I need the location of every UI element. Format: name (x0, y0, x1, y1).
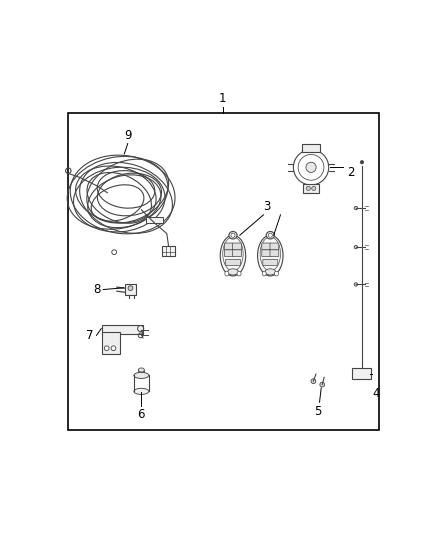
FancyBboxPatch shape (102, 332, 120, 354)
Ellipse shape (268, 233, 272, 237)
Text: 1: 1 (219, 92, 226, 105)
FancyBboxPatch shape (102, 325, 143, 334)
Circle shape (312, 187, 316, 190)
Text: 7: 7 (86, 329, 94, 342)
Circle shape (354, 206, 357, 210)
Ellipse shape (262, 271, 266, 276)
Text: 2: 2 (346, 166, 354, 179)
FancyBboxPatch shape (353, 368, 371, 379)
Ellipse shape (138, 368, 145, 372)
FancyBboxPatch shape (146, 217, 163, 223)
Ellipse shape (134, 389, 149, 394)
FancyBboxPatch shape (226, 260, 240, 265)
Circle shape (360, 160, 364, 164)
Circle shape (128, 286, 133, 290)
FancyBboxPatch shape (302, 144, 320, 152)
FancyBboxPatch shape (162, 246, 175, 256)
FancyBboxPatch shape (262, 243, 271, 250)
Ellipse shape (227, 269, 238, 275)
Ellipse shape (229, 231, 237, 239)
Ellipse shape (231, 233, 235, 237)
Circle shape (306, 162, 316, 172)
Text: 8: 8 (93, 283, 101, 296)
Ellipse shape (237, 271, 241, 276)
Circle shape (306, 187, 311, 190)
Ellipse shape (225, 271, 229, 276)
FancyBboxPatch shape (125, 284, 136, 295)
Text: 5: 5 (314, 405, 321, 418)
FancyBboxPatch shape (270, 250, 279, 256)
Circle shape (354, 282, 357, 286)
Circle shape (354, 245, 357, 249)
Text: 4: 4 (372, 386, 380, 400)
FancyBboxPatch shape (233, 243, 241, 250)
Circle shape (104, 346, 109, 351)
FancyBboxPatch shape (270, 243, 279, 250)
Circle shape (111, 346, 116, 351)
FancyBboxPatch shape (303, 184, 319, 193)
FancyBboxPatch shape (263, 260, 278, 265)
Ellipse shape (265, 269, 276, 275)
Text: 6: 6 (138, 408, 145, 422)
Ellipse shape (258, 235, 283, 276)
Ellipse shape (266, 231, 274, 239)
Text: 9: 9 (124, 129, 131, 142)
Text: 3: 3 (263, 200, 271, 213)
Ellipse shape (274, 271, 279, 276)
Ellipse shape (134, 373, 149, 378)
FancyBboxPatch shape (233, 250, 241, 256)
FancyBboxPatch shape (262, 250, 271, 256)
FancyBboxPatch shape (224, 250, 233, 256)
FancyBboxPatch shape (224, 243, 233, 250)
Circle shape (311, 379, 316, 384)
Ellipse shape (220, 235, 246, 276)
Circle shape (320, 382, 325, 387)
